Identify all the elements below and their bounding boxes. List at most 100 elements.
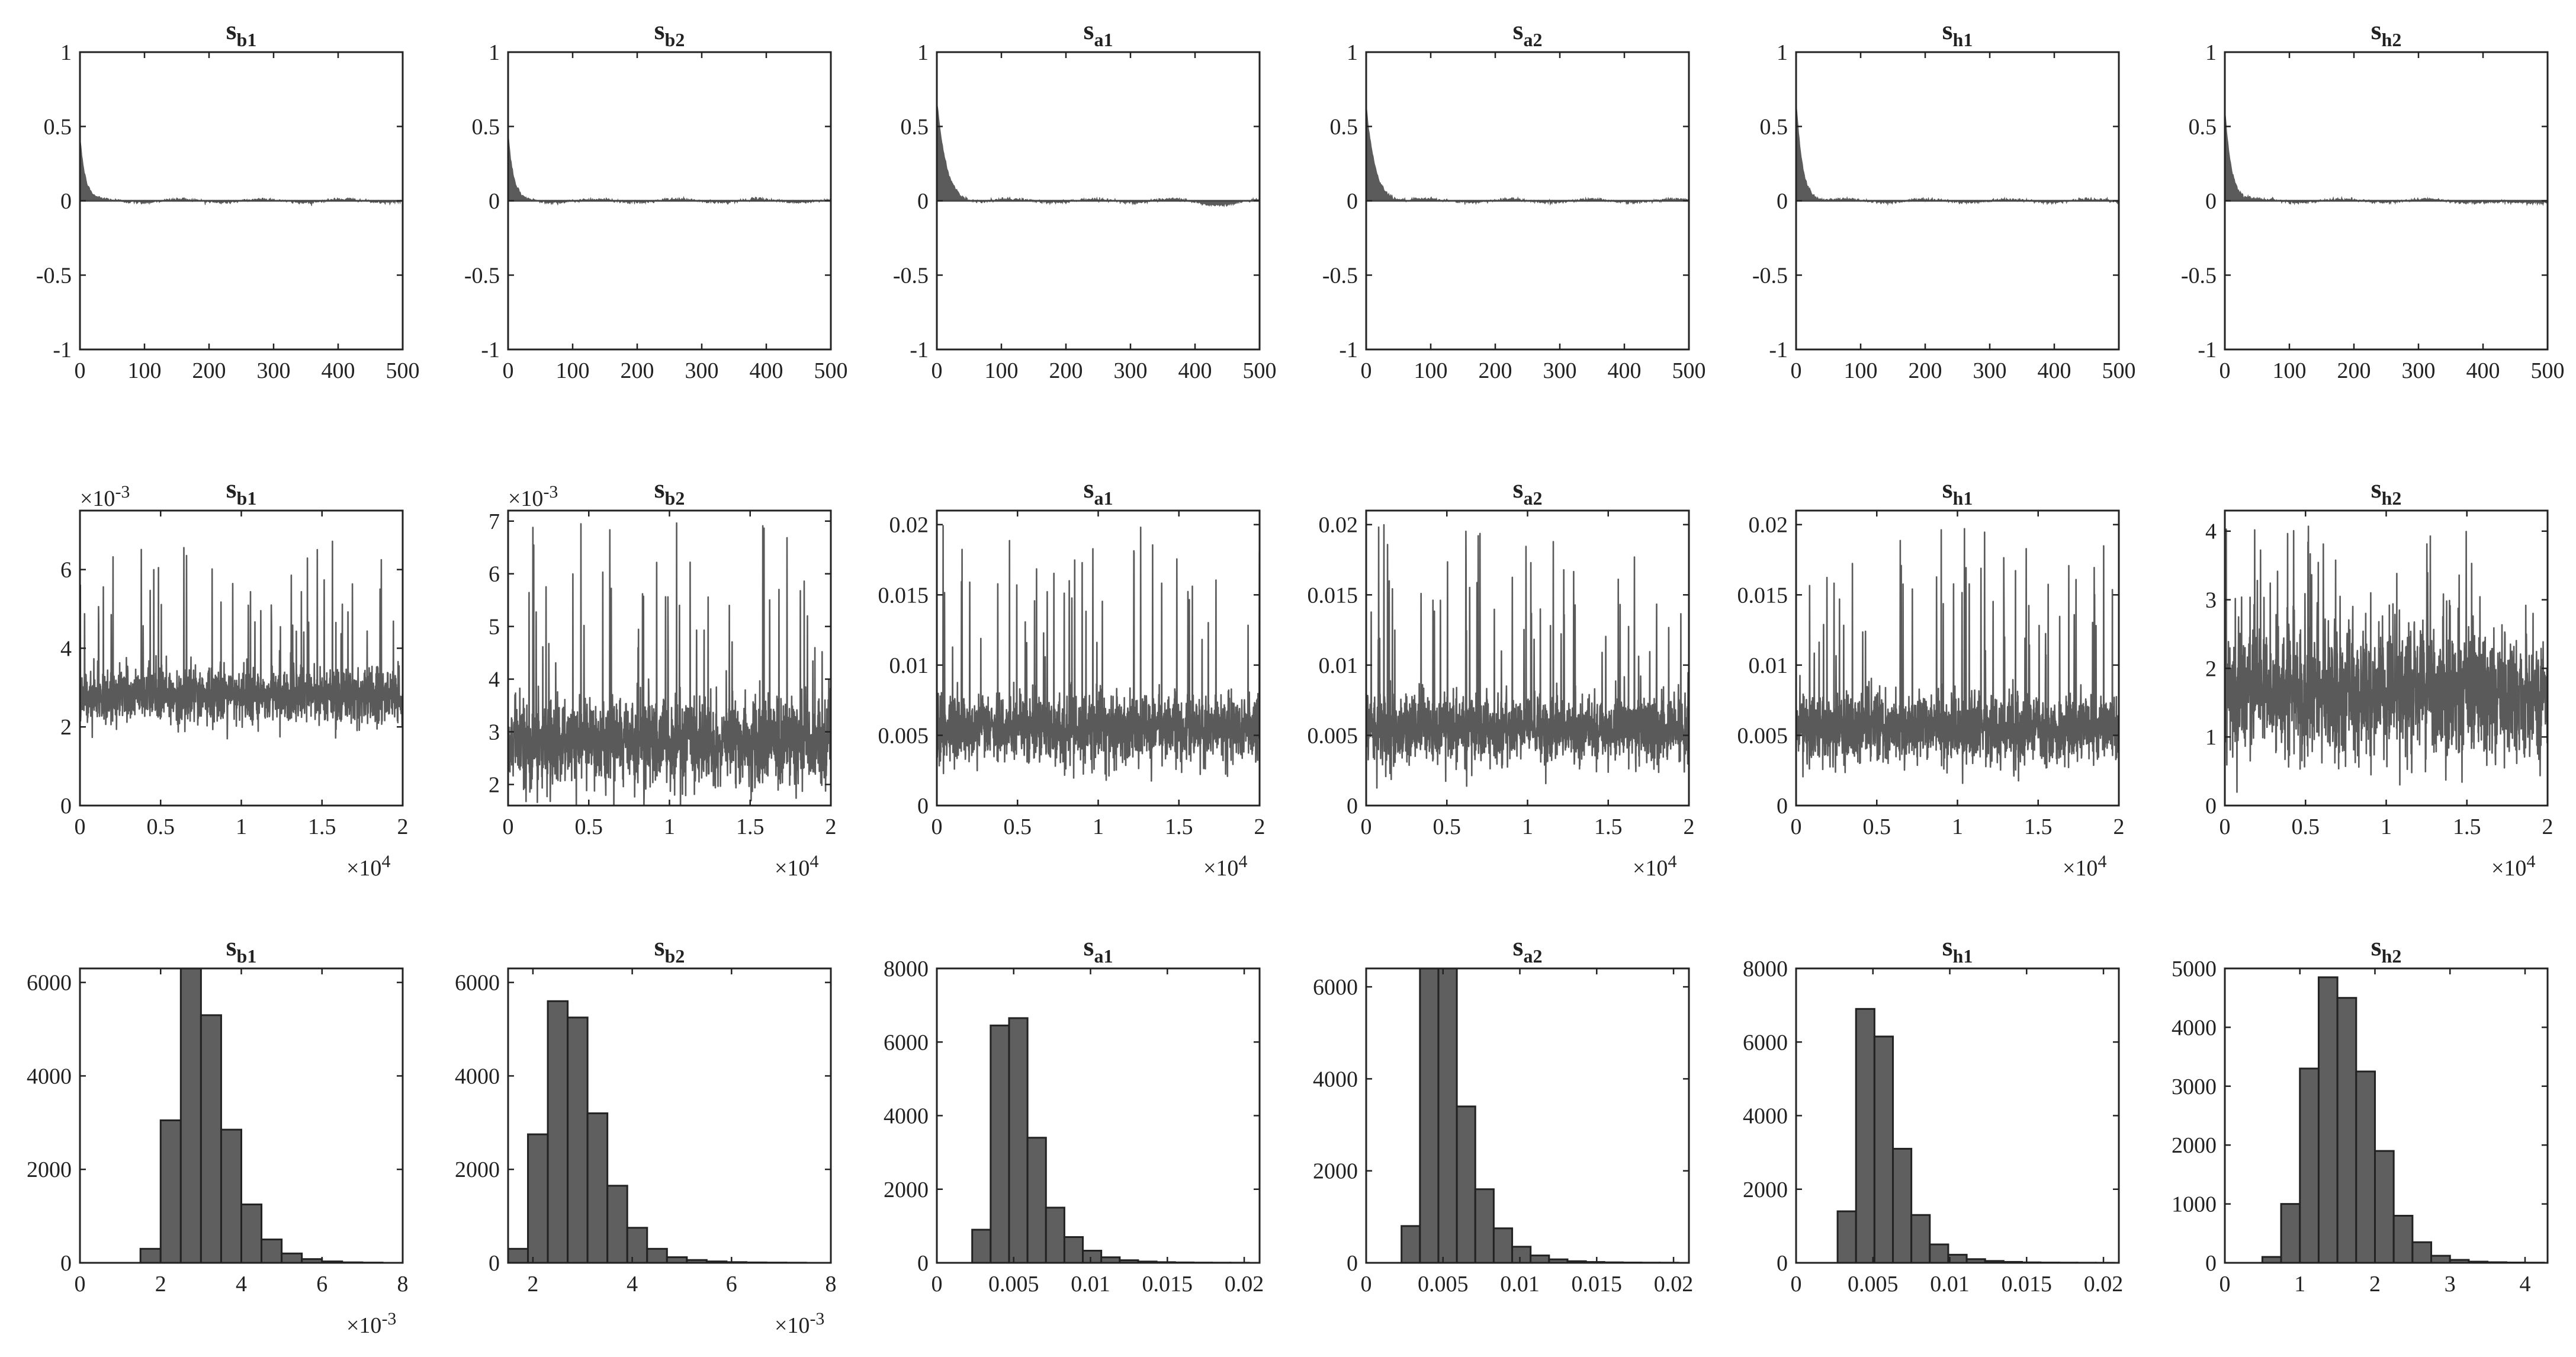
title-subscript: b1 xyxy=(237,487,257,509)
y-tick-label: 0 xyxy=(917,794,929,819)
plot-area xyxy=(2225,106,2548,207)
x-tick-label: 0 xyxy=(1791,814,1802,839)
histogram-bar xyxy=(971,1228,992,1263)
x-tick-label: 2 xyxy=(826,814,837,839)
x-tick-label: 0 xyxy=(2220,1272,2231,1297)
y-tick-label: 6 xyxy=(489,562,500,587)
y-tick-label: -0.5 xyxy=(1322,264,1358,288)
histogram-bar xyxy=(1836,1210,1857,1263)
histogram-bar xyxy=(179,968,202,1263)
histogram-panel-h2: sh2 0 1000 2000 3000 4000 5000 0 1 2 3 4 xyxy=(2172,931,2549,1297)
trace-series xyxy=(937,525,1260,782)
histogram-bar xyxy=(527,1133,549,1263)
panel-title: sb1 xyxy=(226,473,257,509)
title-subscript: h1 xyxy=(1953,487,1973,509)
x-tick-label: 200 xyxy=(192,358,226,383)
histogram-bar xyxy=(1456,1105,1476,1263)
title-main: s xyxy=(1513,15,1524,45)
title-subscript: b2 xyxy=(665,945,685,967)
y-tick-label: 0 xyxy=(489,1251,500,1276)
x-tick-label: 0 xyxy=(75,358,86,383)
acf-series xyxy=(937,97,1260,208)
y-tick-label: 5000 xyxy=(2172,957,2217,981)
y-tick-label: 7 xyxy=(489,509,500,534)
histogram-bar xyxy=(508,1247,529,1263)
y-tick-label: 0 xyxy=(1347,189,1358,214)
y-tick-label: 0.5 xyxy=(44,115,72,140)
x-exponent-label: ×104 xyxy=(1203,852,1247,881)
title-main: s xyxy=(1942,15,1953,45)
x-tick-label: 0 xyxy=(932,1272,943,1297)
x-tick-label: 300 xyxy=(1114,358,1148,383)
title-subscript: a1 xyxy=(1094,945,1113,967)
histogram-bar xyxy=(2430,1255,2451,1263)
y-tick-label: 0 xyxy=(1777,794,1788,819)
histogram-bar xyxy=(1474,1188,1495,1263)
y-tick-label: 4 xyxy=(489,668,500,692)
y-tick-label: 0.01 xyxy=(1749,653,1788,678)
axes-frame xyxy=(936,967,1261,1264)
y-tick-label: 1 xyxy=(1347,40,1358,65)
title-main: s xyxy=(1513,931,1524,961)
y-tick-label: 2 xyxy=(2205,656,2217,681)
y-tick-label: 0 xyxy=(60,189,72,214)
x-tick-label: 2 xyxy=(397,814,409,839)
panel-title: sa2 xyxy=(1513,15,1543,50)
panel-title: sb2 xyxy=(654,931,685,967)
plot-area xyxy=(508,1000,807,1263)
histogram-bar xyxy=(240,1203,263,1263)
histogram-bar xyxy=(1855,1008,1875,1263)
y-tick-label: 4 xyxy=(2205,519,2217,544)
y-tick-label: 1 xyxy=(1777,40,1788,65)
x-tick-label: 200 xyxy=(621,358,654,383)
x-tick-label: 400 xyxy=(1608,358,1642,383)
axes-frame xyxy=(1365,967,1690,1264)
y-tick-label: 0.5 xyxy=(472,115,500,140)
x-tick-label: 0 xyxy=(1361,814,1372,839)
x-tick-label: 0 xyxy=(1791,1272,1802,1297)
x-tick-label: 0.015 xyxy=(1142,1272,1193,1297)
x-tick-label: 0 xyxy=(1791,358,1802,383)
histogram-bar xyxy=(1910,1214,1931,1263)
histogram-bar xyxy=(220,1128,242,1263)
exp-base: ×10 xyxy=(775,1313,810,1338)
title-subscript: h1 xyxy=(1953,29,1973,50)
x-tick-label: 500 xyxy=(814,358,848,383)
y-tick-label: 0 xyxy=(2205,1251,2217,1276)
x-exponent-label: ×104 xyxy=(775,852,818,881)
x-tick-label: 500 xyxy=(2531,358,2565,383)
y-tick-label: 0.5 xyxy=(1330,115,1358,140)
y-tick-label: -0.5 xyxy=(893,264,929,288)
plot-area xyxy=(508,131,831,206)
title-main: s xyxy=(1942,931,1953,961)
histogram-bar xyxy=(1063,1236,1084,1263)
y-tick-label: 0 xyxy=(2205,189,2217,214)
x-tick-label: 200 xyxy=(2337,358,2371,383)
plot-area xyxy=(1366,105,1689,206)
axes-frame xyxy=(1365,509,1690,807)
histogram-panel-h1: sh1 0 2000 4000 6000 8000 0 0.005 0.01 0.015 0.02 xyxy=(1743,931,2123,1297)
histogram-panel-a1: sa1 0 2000 4000 6000 8000 0 0.005 0.01 0.015 0.02 xyxy=(884,931,1264,1297)
y-tick-label: 0.015 xyxy=(1737,583,1788,608)
trace-panel-a1: sa1 0 0.005 0.01 0.015 0.02 0 0.5 1 1.5 2 ×104 xyxy=(878,473,1265,881)
exp-power: -3 xyxy=(115,482,130,502)
x-tick-label: 200 xyxy=(1909,358,1942,383)
x-tick-label: 1.5 xyxy=(1594,814,1623,839)
x-tick-label: 6 xyxy=(726,1272,737,1297)
title-main: s xyxy=(226,473,237,503)
trace-series xyxy=(1366,524,1689,789)
exp-base: ×10 xyxy=(508,486,543,511)
plot-area xyxy=(1366,524,1689,789)
y-exponent-label: ×10-3 xyxy=(80,482,130,511)
x-tick-label: 300 xyxy=(2402,358,2436,383)
x-tick-label: 0.5 xyxy=(1004,814,1032,839)
y-tick-label: 0.02 xyxy=(1749,513,1788,538)
x-tick-label: 8 xyxy=(826,1272,837,1297)
y-tick-label: 2000 xyxy=(1743,1178,1788,1202)
y-tick-label: 4000 xyxy=(455,1064,500,1089)
exp-base: ×10 xyxy=(346,1313,381,1338)
x-tick-label: 1.5 xyxy=(2024,814,2053,839)
histogram-bar xyxy=(159,1119,182,1263)
